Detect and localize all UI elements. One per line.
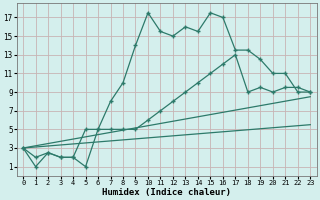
X-axis label: Humidex (Indice chaleur): Humidex (Indice chaleur) (102, 188, 231, 197)
